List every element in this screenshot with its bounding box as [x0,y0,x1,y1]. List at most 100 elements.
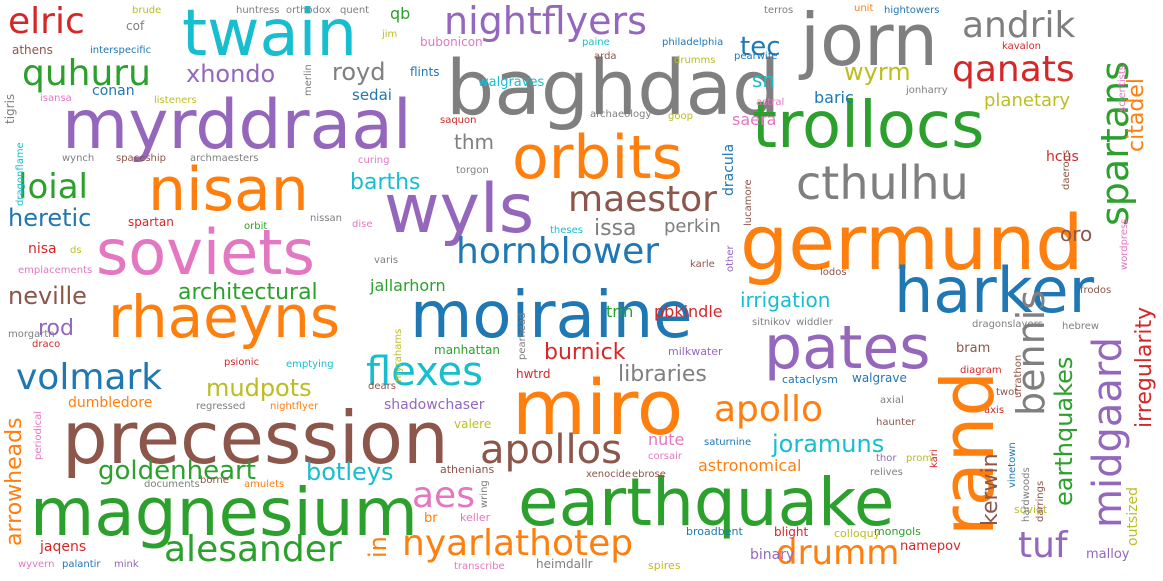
word: outsized [1125,487,1141,546]
word: nyarlathotep [402,523,634,564]
word: germund [740,198,1084,287]
word: palantir [62,559,101,570]
word: manhattan [434,343,500,357]
word: huntress [236,5,280,16]
word: twot [996,387,1019,398]
word: relives [870,467,903,478]
word: blight [774,525,809,539]
word: moiraine [410,279,693,353]
word: kavalon [1002,41,1042,52]
word: twain [182,0,357,71]
word: astral [756,97,785,108]
word: earthquake [518,464,895,541]
word: dumbledore [68,395,153,411]
word: saera [732,110,777,129]
word: thm [454,130,494,154]
word: heretic [8,204,92,232]
word: jorn [800,0,939,82]
word: nightflyers [444,0,647,43]
word: bubonicon [420,35,483,49]
word: heimdallr [536,557,593,571]
word: pearwife [734,51,778,62]
word: hardwoods [1021,467,1032,522]
word: wordpress [1119,218,1130,270]
word: saquon [440,115,477,126]
word: dracula [721,143,737,196]
word: hcus [1046,149,1079,165]
word: brude [132,5,162,16]
word: elric [8,1,85,42]
word: sn [752,68,776,92]
word: wyvern [18,559,55,570]
word: colloquy [834,527,881,540]
word: paine [582,37,610,48]
word: axial [880,395,904,406]
word: conan [92,83,135,99]
word: soviets [96,216,315,289]
word: spaceship [116,153,167,164]
word: citadel [1124,78,1149,152]
word: terros [764,5,794,16]
word: lucamore [743,179,754,226]
word: isansa [40,93,72,104]
word: widdler [796,317,833,328]
word: drumm [776,533,900,573]
word: torgon [456,165,489,176]
word: oro [1060,222,1093,246]
word: quent [340,5,370,16]
word: wyls [384,170,535,249]
word: corsair [648,451,682,462]
word: regressed [196,401,246,412]
word: baric [814,88,854,107]
word: trin [606,302,634,321]
word: earthquakes [1050,356,1078,506]
word: burnick [544,340,626,365]
word: spires [648,559,681,572]
word: thor [876,453,897,464]
word: malloy [1086,547,1130,562]
word: mudpots [206,374,312,402]
word: orbits [512,123,683,193]
word: athens [12,43,53,57]
word: binary [750,547,795,563]
word: jallarhorn [370,276,446,295]
word: wyrm [844,58,911,86]
word: flexes [366,349,483,395]
word: unit [854,3,874,14]
word: dears [368,381,396,392]
word: varis [374,255,399,266]
word: prom [906,453,933,464]
word: urrathon [1013,354,1024,398]
word: irrigation [740,288,831,312]
word: goldenheart [98,456,256,486]
word: loial [18,167,88,207]
word: archaeology [590,109,652,120]
word: daerons [1061,149,1072,190]
word: orbit [244,221,268,232]
word: arrowheads [2,417,27,546]
word: irregularity [1132,306,1157,428]
word: kerwin [978,453,1003,526]
word: andrik [962,5,1076,46]
word: xhondo [186,60,276,88]
word: planetary [984,90,1071,111]
word: mongols [874,525,921,538]
word: other [725,245,736,272]
word: lodos [820,267,847,278]
word: in [364,536,392,558]
word: barths [350,170,421,195]
word: interspecific [90,45,152,56]
word: astronomical [698,456,802,475]
word: cthulhu [796,156,969,210]
word: qanats [952,49,1075,90]
word: tec [740,32,781,62]
word: sitnikov [752,317,791,328]
word: libraries [618,362,707,387]
word: diagram [960,365,1002,376]
word: pbkindle [654,302,723,321]
word: rod [38,316,74,341]
word: mink [114,559,139,570]
word: wynch [62,153,95,164]
word: broadbent [686,525,743,538]
